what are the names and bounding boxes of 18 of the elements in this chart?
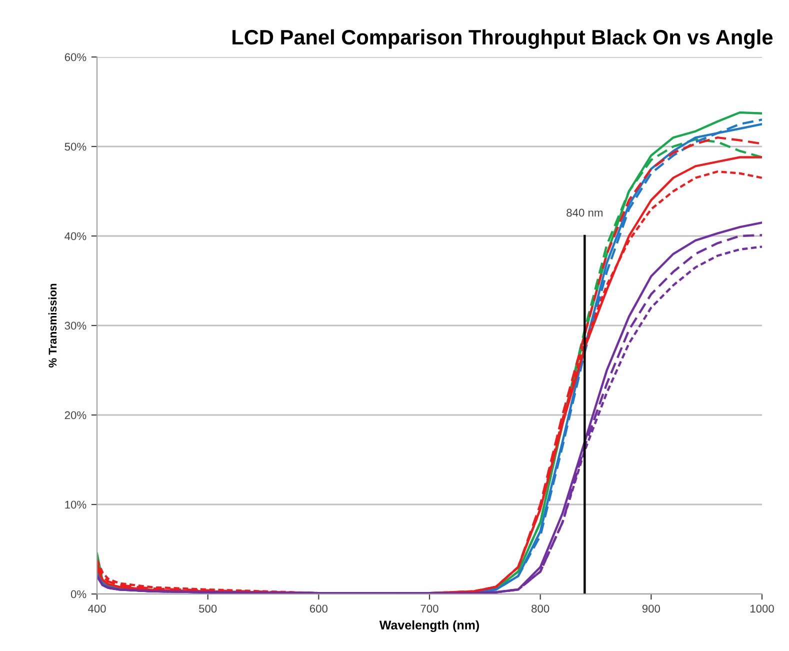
chart-title: LCD Panel Comparison Throughput Black On vs Angle	[232, 29, 773, 49]
y-axis-title: % Transmission	[48, 284, 57, 368]
x-tick-label: 700	[420, 604, 438, 613]
y-tick-label: 0%	[70, 590, 86, 598]
x-tick-label: 500	[199, 604, 217, 613]
x-axis-title: Wavelength (nm)	[379, 620, 479, 632]
x-tick-label: 600	[310, 604, 328, 613]
y-tick-label: 60%	[64, 53, 86, 62]
y-tick-label: 50%	[64, 142, 86, 151]
y-tick-label: 30%	[64, 322, 86, 330]
y-tick-label: 10%	[65, 500, 86, 509]
x-tick-label: 1000	[750, 604, 774, 613]
x-tick-label: 800	[532, 604, 550, 613]
y-tick-label: 20%	[64, 411, 86, 420]
y-tick-label: 40%	[64, 232, 86, 240]
annotation: 840 nm	[566, 208, 602, 217]
x-tick-label: 900	[642, 604, 660, 613]
x-tick-label: 400	[88, 604, 106, 613]
